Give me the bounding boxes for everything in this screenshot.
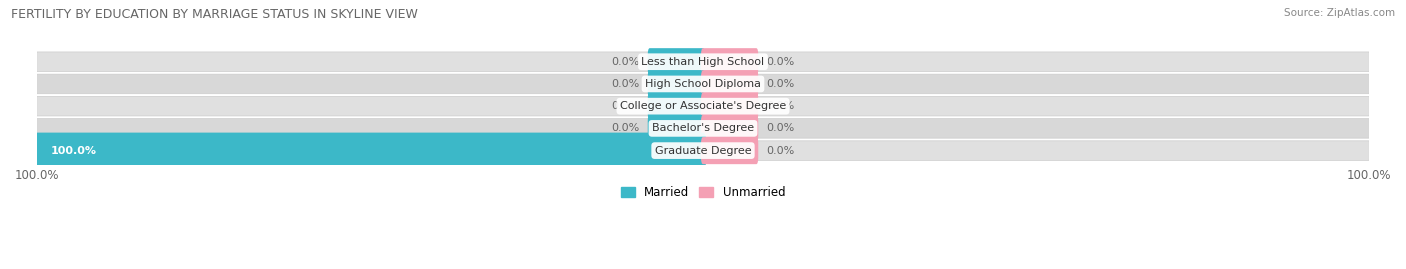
Text: College or Associate's Degree: College or Associate's Degree — [620, 101, 786, 111]
FancyBboxPatch shape — [702, 115, 758, 142]
Text: 100.0%: 100.0% — [51, 146, 97, 155]
FancyBboxPatch shape — [648, 70, 704, 97]
FancyBboxPatch shape — [37, 141, 1369, 160]
Text: 0.0%: 0.0% — [766, 101, 794, 111]
FancyBboxPatch shape — [702, 93, 758, 120]
FancyBboxPatch shape — [37, 52, 1369, 72]
Text: 0.0%: 0.0% — [612, 57, 640, 67]
FancyBboxPatch shape — [37, 74, 1369, 94]
FancyBboxPatch shape — [702, 48, 758, 75]
Text: 0.0%: 0.0% — [612, 101, 640, 111]
FancyBboxPatch shape — [702, 70, 758, 97]
FancyBboxPatch shape — [37, 119, 1369, 138]
Text: 0.0%: 0.0% — [766, 79, 794, 89]
Text: Bachelor's Degree: Bachelor's Degree — [652, 123, 754, 133]
Text: Less than High School: Less than High School — [641, 57, 765, 67]
Text: FERTILITY BY EDUCATION BY MARRIAGE STATUS IN SKYLINE VIEW: FERTILITY BY EDUCATION BY MARRIAGE STATU… — [11, 8, 418, 21]
Text: 0.0%: 0.0% — [766, 57, 794, 67]
Text: High School Diploma: High School Diploma — [645, 79, 761, 89]
FancyBboxPatch shape — [702, 137, 758, 164]
FancyBboxPatch shape — [648, 48, 704, 75]
Legend: Married, Unmarried: Married, Unmarried — [616, 182, 790, 204]
FancyBboxPatch shape — [34, 133, 706, 169]
Text: Source: ZipAtlas.com: Source: ZipAtlas.com — [1284, 8, 1395, 18]
FancyBboxPatch shape — [648, 93, 704, 120]
FancyBboxPatch shape — [37, 96, 1369, 116]
Text: 0.0%: 0.0% — [612, 79, 640, 89]
Text: 0.0%: 0.0% — [766, 146, 794, 155]
Text: 0.0%: 0.0% — [766, 123, 794, 133]
FancyBboxPatch shape — [648, 115, 704, 142]
Text: Graduate Degree: Graduate Degree — [655, 146, 751, 155]
Text: 0.0%: 0.0% — [612, 123, 640, 133]
